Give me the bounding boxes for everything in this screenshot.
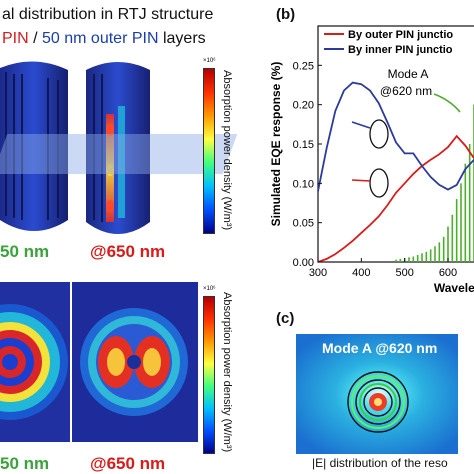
x-axis-label: Wavelen xyxy=(434,281,474,295)
colorbar-top-label: Absorption power density (W/m³) xyxy=(221,70,233,231)
eqe-chart: 0.00 0.05 0.10 0.15 0.20 0.25 300 400 500 600 Wave… xyxy=(269,25,474,295)
legend-label-2: By inner PIN junctio xyxy=(348,44,453,56)
sim-3d-right xyxy=(86,62,150,234)
sim-cross-left xyxy=(0,282,70,442)
x-tick-label: 500 xyxy=(395,267,413,279)
left-title-line1: al distribution in RTJ structure xyxy=(2,6,214,23)
x-tick-label: 600 xyxy=(439,267,457,279)
title-blue-pin: 50 nm outer PIN xyxy=(42,30,159,47)
title-sep: / xyxy=(28,30,43,47)
y-axis-label: Simulated EQE response (%) xyxy=(269,62,283,227)
blue-marker-arrow xyxy=(351,121,371,129)
left-title-line2: PIN / 50 nm outer PIN layers xyxy=(2,30,206,48)
mode-field-label: Mode A @620 nm xyxy=(322,340,438,356)
x-tick-label: 300 xyxy=(309,267,327,279)
label-red-bottom: @650 nm xyxy=(90,454,166,473)
title-red-pin: PIN xyxy=(2,30,29,47)
panel-b-letter: (b) xyxy=(276,6,296,23)
legend-label-1: By outer PIN junctio xyxy=(348,29,453,41)
slice-plane xyxy=(0,134,238,174)
colorbar-bottom-exp: ×10⁶ xyxy=(203,286,216,292)
y-tick-label: 0.00 xyxy=(293,257,314,269)
y-tick-label: 0.05 xyxy=(293,218,314,230)
y-tick-label: 0.25 xyxy=(293,60,314,72)
y-tick-label: 0.15 xyxy=(293,139,314,151)
blue-marker-circle xyxy=(369,119,389,149)
label-red-top: @650 nm xyxy=(90,242,166,261)
y-tick-label: 0.10 xyxy=(293,178,314,190)
colorbar-top xyxy=(203,68,215,234)
mode-field-map xyxy=(296,334,462,454)
mode-a-label: Mode A xyxy=(388,67,429,81)
red-marker-circle xyxy=(369,168,389,198)
label-green-top: 50 nm xyxy=(0,242,50,261)
label-green-bottom: 50 nm xyxy=(0,454,50,473)
mode-a-wavelength: @620 nm xyxy=(380,84,432,98)
red-marker-arrow xyxy=(351,179,371,182)
colorbar-bottom-label: Absorption power density (W/m³) xyxy=(221,292,233,453)
panel-c-letter: (c) xyxy=(276,310,295,327)
x-tick-label: 400 xyxy=(352,267,370,279)
series-line-1 xyxy=(317,134,474,263)
title-tail: layers xyxy=(158,30,206,47)
sim-3d-left xyxy=(0,61,68,231)
colorbar-bottom xyxy=(203,296,215,454)
series-line-2 xyxy=(317,81,474,192)
sim-cross-right xyxy=(72,282,198,442)
colorbar-top-exp: ×10⁶ xyxy=(203,58,216,64)
y-tick-label: 0.20 xyxy=(293,100,314,112)
mode-field-caption: |E| distribution of the reso xyxy=(312,456,448,470)
mode-a-arrow xyxy=(433,93,461,113)
